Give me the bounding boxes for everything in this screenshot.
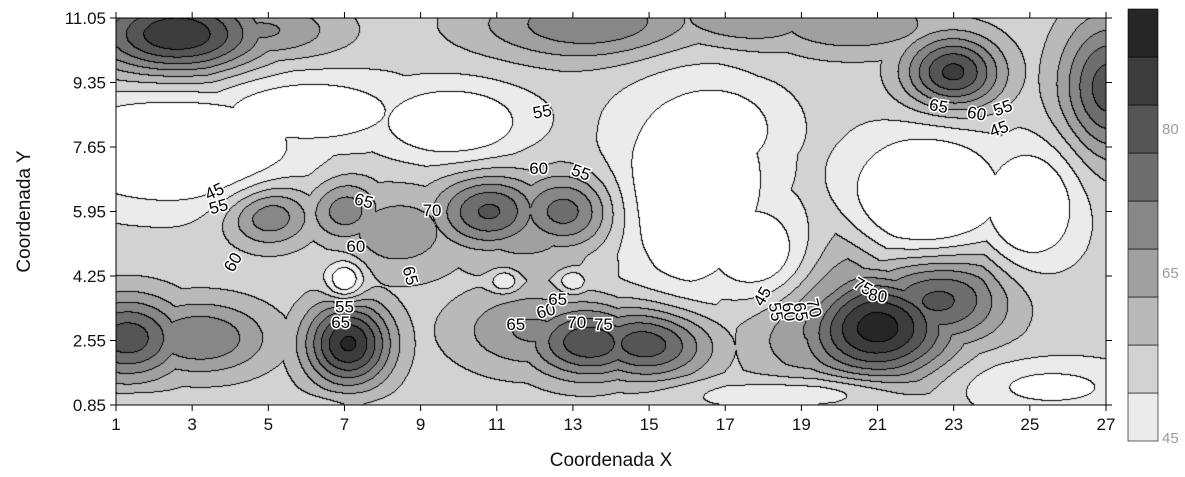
y-tick-label: 9.35 bbox=[73, 74, 106, 93]
x-tick-label: 15 bbox=[640, 415, 659, 434]
colorbar-swatch bbox=[1127, 296, 1159, 346]
contour-map bbox=[116, 18, 1106, 405]
contour-value-label: 60 bbox=[346, 237, 365, 256]
colorbar-swatch bbox=[1127, 152, 1159, 202]
x-tick-label: 19 bbox=[792, 415, 811, 434]
colorbar-swatch bbox=[1127, 392, 1159, 442]
colorbar-label: 65 bbox=[1162, 265, 1179, 282]
x-tick-label: 27 bbox=[1097, 415, 1116, 434]
colorbar-swatch bbox=[1127, 8, 1159, 58]
colorbar-swatch bbox=[1127, 104, 1159, 154]
contour-value-label: 65 bbox=[548, 290, 567, 309]
x-tick-label: 7 bbox=[340, 415, 349, 434]
y-tick-label: 2.55 bbox=[73, 332, 106, 351]
x-tick-label: 9 bbox=[416, 415, 425, 434]
x-tick-label: 17 bbox=[716, 415, 735, 434]
contour-fill bbox=[116, 18, 1106, 405]
contour-value-label: 65 bbox=[331, 313, 350, 332]
x-tick-label: 25 bbox=[1020, 415, 1039, 434]
colorbar: 45 65 80 bbox=[1127, 8, 1179, 447]
contour-value-label: 65 bbox=[928, 95, 950, 117]
y-tick-label: 7.65 bbox=[73, 138, 106, 157]
x-tick-label: 13 bbox=[563, 415, 582, 434]
y-tick-label: 11.05 bbox=[65, 9, 106, 28]
colorbar-swatch bbox=[1127, 200, 1159, 250]
colorbar-label: 80 bbox=[1162, 121, 1179, 138]
x-tick-label: 23 bbox=[944, 415, 963, 434]
contour-value-label: 80 bbox=[867, 285, 889, 307]
contour-value-label: 55 bbox=[531, 101, 553, 123]
contour-value-label: 75 bbox=[594, 315, 613, 334]
contour-value-label: 70 bbox=[567, 313, 586, 332]
y-axis-title: Coordenada Y bbox=[14, 150, 35, 273]
y-tick-label: 5.95 bbox=[73, 203, 106, 222]
colorbar-label: 45 bbox=[1162, 430, 1179, 447]
x-tick-label: 5 bbox=[264, 415, 273, 434]
contour-value-label: 70 bbox=[423, 201, 442, 220]
contour-value-label: 60 bbox=[966, 103, 988, 125]
x-tick-label: 11 bbox=[488, 415, 506, 434]
x-tick-label: 3 bbox=[187, 415, 196, 434]
y-tick-label: 4.25 bbox=[73, 267, 106, 286]
contour-value-label: 65 bbox=[506, 315, 525, 334]
colorbar-swatch bbox=[1127, 248, 1159, 298]
x-tick-label: 21 bbox=[868, 415, 887, 434]
contour-value-label: 55 bbox=[335, 298, 354, 317]
x-tick-label: 1 bbox=[111, 415, 120, 434]
x-axis-title: Coordenada X bbox=[550, 450, 673, 471]
y-tick-label: 0.85 bbox=[73, 396, 106, 415]
colorbar-swatch bbox=[1127, 56, 1159, 106]
contour-value-label: 60 bbox=[529, 159, 548, 178]
colorbar-swatch bbox=[1127, 344, 1159, 394]
axis-ticks: 1 3 5 7 9 11 13 15 17 19 21 23 25 270.852.554.255.957… bbox=[65, 9, 1116, 434]
